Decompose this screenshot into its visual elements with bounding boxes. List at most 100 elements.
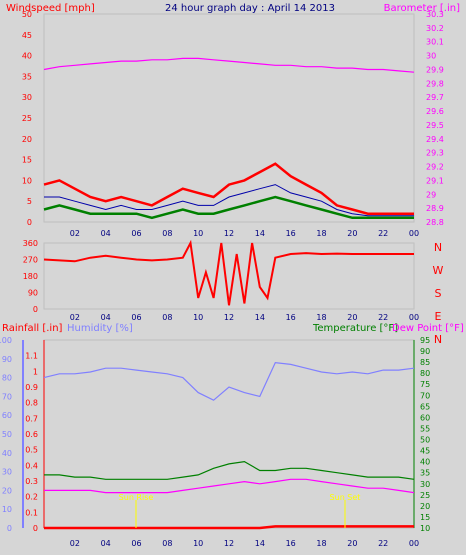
x-tick-label: 14 xyxy=(255,313,265,322)
barometer-y-tick: 29.5 xyxy=(426,121,444,130)
temperature-y-tick: 90 xyxy=(420,347,430,356)
x-tick-label: 04 xyxy=(101,229,111,238)
direction-y-tick: 90 xyxy=(28,289,38,298)
humidity-y-tick: 80 xyxy=(2,374,12,383)
barometer-axis-label: Barometer [.in] xyxy=(384,3,460,14)
barometer-y-tick: 29.6 xyxy=(426,107,444,116)
x-tick-label: 18 xyxy=(316,313,326,322)
rainfall-y-tick: 1.1 xyxy=(25,352,38,361)
barometer-y-tick: 30.3 xyxy=(426,10,444,19)
x-tick-label: 00 xyxy=(409,229,419,238)
rainfall-y-tick: 0 xyxy=(33,524,38,533)
temperature-y-tick: 20 xyxy=(420,502,430,511)
temperature-y-tick: 45 xyxy=(420,447,430,456)
barometer-y-tick: 29.3 xyxy=(426,149,444,158)
temperature-y-tick: 10 xyxy=(420,524,430,533)
humidity-y-tick: 30 xyxy=(2,468,12,477)
rainfall-y-tick: 0.2 xyxy=(25,493,38,502)
humidity-y-tick: 0 xyxy=(7,524,12,533)
temperature-line xyxy=(44,460,415,480)
temperature-y-tick: 60 xyxy=(420,413,430,422)
x-tick-label: 08 xyxy=(162,229,172,238)
barometer-y-tick: 28.8 xyxy=(426,218,444,227)
compass-letter: N xyxy=(434,241,442,254)
temperature-y-tick: 80 xyxy=(420,369,430,378)
barometer-y-tick: 29.9 xyxy=(426,65,444,74)
wind-y-tick: 10 xyxy=(22,176,32,185)
temperature-y-tick: 15 xyxy=(420,513,430,522)
graph-title: 24 hour graph day : April 14 2013 xyxy=(165,3,335,14)
x-tick-label: 10 xyxy=(193,539,203,548)
barometer-y-tick: 29 xyxy=(426,190,436,199)
wind-y-tick: 40 xyxy=(22,52,32,61)
humidity-line xyxy=(43,361,415,401)
rainfall-y-tick: 0.7 xyxy=(25,414,38,423)
x-tick-label: 00 xyxy=(409,313,419,322)
compass-letter: N xyxy=(434,333,442,346)
direction-y-tick: 180 xyxy=(23,272,38,281)
dewpoint-line xyxy=(44,478,415,494)
temperature-y-tick: 50 xyxy=(420,436,430,445)
x-tick-label: 16 xyxy=(286,229,296,238)
rainfall-y-tick: 0.4 xyxy=(25,461,38,470)
temperature-y-tick: 40 xyxy=(420,458,430,467)
rainfall-line xyxy=(44,525,414,530)
wind-speed-line xyxy=(43,195,414,220)
x-tick-label: 22 xyxy=(378,313,388,322)
humidity-y-tick: 90 xyxy=(2,355,12,364)
compass-letter: S xyxy=(435,287,442,300)
x-tick-label: 06 xyxy=(131,539,141,548)
barometer-y-tick: 28.9 xyxy=(426,204,444,213)
humidity-y-tick: 100 xyxy=(0,336,12,345)
direction-panel-frame xyxy=(43,242,415,310)
barometer-line xyxy=(43,57,415,73)
direction-y-tick: 360 xyxy=(23,239,38,248)
x-tick-label: 20 xyxy=(347,313,357,322)
wind-y-tick: 30 xyxy=(22,93,32,102)
wind-y-tick: 20 xyxy=(22,135,32,144)
barometer-y-tick: 29.2 xyxy=(426,163,444,172)
humidity-axis-label: Humidity [%] xyxy=(67,323,133,334)
humidity-y-tick: 10 xyxy=(2,505,12,514)
rainfall-y-tick: 0.9 xyxy=(25,383,38,392)
compass-letter: E xyxy=(435,310,442,323)
barometer-y-tick: 29.8 xyxy=(426,79,444,88)
wind-y-tick: 50 xyxy=(22,10,32,19)
rainfall-y-tick: 0.6 xyxy=(25,430,38,439)
sunset-label: Sun Set xyxy=(330,493,361,502)
wind-y-tick: 25 xyxy=(22,114,32,123)
rainfall-axis-label: Rainfall [.in] xyxy=(2,323,63,334)
temperature-y-tick: 95 xyxy=(420,336,430,345)
x-tick-label: 08 xyxy=(162,313,172,322)
x-tick-label: 22 xyxy=(378,229,388,238)
temperature-y-tick: 55 xyxy=(420,424,430,433)
temperature-y-tick: 25 xyxy=(420,491,430,500)
x-tick-label: 02 xyxy=(70,539,80,548)
wind-y-tick: 15 xyxy=(22,156,32,165)
barometer-y-tick: 30.2 xyxy=(426,24,444,33)
x-tick-label: 04 xyxy=(101,539,111,548)
humidity-y-tick: 50 xyxy=(2,430,12,439)
x-tick-label: 18 xyxy=(316,539,326,548)
x-tick-label: 16 xyxy=(286,539,296,548)
sunrise-label: Sun Rise xyxy=(119,493,154,502)
windspeed-axis-label: Windspeed [mph] xyxy=(6,3,95,14)
wind-gust-line xyxy=(43,162,414,215)
temperature-y-tick: 35 xyxy=(420,469,430,478)
rainfall-y-tick: 1 xyxy=(33,367,38,376)
wind-y-tick: 0 xyxy=(27,218,32,227)
temperature-y-tick: 85 xyxy=(420,358,430,367)
barometer-y-tick: 29.1 xyxy=(426,176,444,185)
barometer-y-tick: 30.1 xyxy=(426,38,444,47)
x-tick-label: 12 xyxy=(224,539,234,548)
x-tick-label: 08 xyxy=(162,539,172,548)
x-tick-label: 20 xyxy=(347,539,357,548)
dewpoint-axis-label: Dew Point [°F] xyxy=(392,323,464,334)
x-tick-label: 14 xyxy=(255,539,265,548)
tick-labels: 0510152025303540455028.828.92929.129.229… xyxy=(0,10,444,533)
direction-y-tick: 270 xyxy=(23,256,38,265)
x-tick-label: 22 xyxy=(378,539,388,548)
x-tick-label: 06 xyxy=(131,313,141,322)
